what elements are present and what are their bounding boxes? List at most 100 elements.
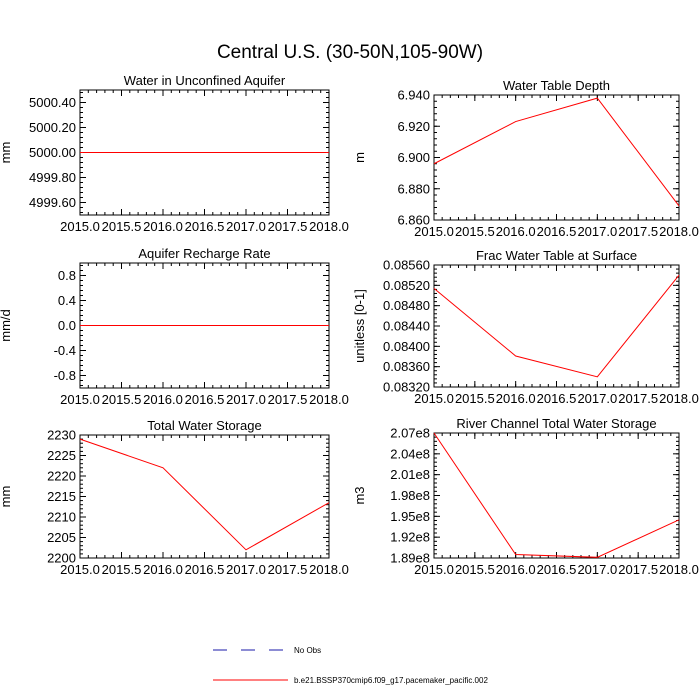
y-tick-label: 2200 [47, 551, 76, 566]
x-tick-label: 2017.5 [268, 392, 308, 407]
chart-panel-6: River Channel Total Water Storage m3 2015.… [352, 416, 699, 577]
chart-panel-4: Frac Water Table at Surface unitless [0-1… [352, 248, 699, 406]
panel-title: River Channel Total Water Storage [456, 416, 656, 431]
x-tick-label: 2015.5 [102, 392, 142, 407]
legend-label: b.e21.BSSP370cmip6.f09_g17.pacemaker_pac… [294, 676, 488, 685]
x-tick-label: 2017.5 [268, 562, 308, 577]
y-tick-label: 1.92e8 [390, 530, 430, 545]
x-tick-label: 2015.0 [60, 562, 100, 577]
y-tick-label: 2.01e8 [390, 467, 430, 482]
x-tick-label: 2016.5 [537, 391, 577, 406]
series-line [433, 432, 680, 558]
panel-title: Total Water Storage [147, 418, 261, 433]
y-tick-label: 6.920 [397, 119, 430, 134]
y-tick-label: 6.940 [397, 88, 430, 103]
x-tick-label: 2017.5 [618, 391, 658, 406]
x-tick-label: 2015.5 [455, 224, 495, 239]
panel-title: Frac Water Table at Surface [476, 248, 637, 263]
y-tick-label: 4999.60 [29, 195, 76, 210]
y-tick-label: 2230 [47, 428, 76, 443]
panel-title: Aquifer Recharge Rate [138, 246, 270, 261]
x-tick-label: 2016.5 [185, 392, 225, 407]
y-tick-label: -0.4 [54, 343, 76, 358]
y-tick-label: 5000.40 [29, 95, 76, 110]
chart-panel-2: Water Table Depth m 2015.0 2015.5 2016.0 2016… [352, 78, 699, 239]
y-tick-label: 2220 [47, 469, 76, 484]
legend: No Obs b.e21.BSSP370cmip6.f09_g17.pacemak… [213, 646, 488, 685]
x-tick-label: 2015.5 [102, 219, 142, 234]
x-tick-label: 2018.0 [309, 219, 349, 234]
y-tick-label: 1.89e8 [390, 551, 430, 566]
y-tick-label: 2225 [47, 448, 76, 463]
x-tick-label: 2015.5 [102, 562, 142, 577]
legend-label: No Obs [294, 646, 321, 655]
series-line [79, 438, 330, 551]
y-axis-label: mm [0, 486, 13, 508]
x-tick-label: 2016.0 [496, 224, 536, 239]
x-tick-label: 2016.0 [143, 562, 183, 577]
panel-title: Water Table Depth [503, 78, 610, 93]
x-tick-label: 2015.0 [414, 562, 454, 577]
x-tick-label: 2017.0 [577, 224, 617, 239]
x-tick-label: 2016.0 [143, 392, 183, 407]
x-tick-label: 2016.0 [143, 219, 183, 234]
y-tick-label: 0.08480 [383, 298, 430, 313]
x-tick-label: 2016.5 [185, 562, 225, 577]
y-tick-label: 2205 [47, 530, 76, 545]
y-tick-label: 0.08440 [383, 319, 430, 334]
x-tick-label: 2016.0 [496, 562, 536, 577]
y-tick-label: 2210 [47, 510, 76, 525]
x-tick-label: 2015.5 [455, 391, 495, 406]
x-tick-label: 2016.5 [537, 224, 577, 239]
x-tick-label: 2017.0 [226, 392, 266, 407]
y-axis-label: mm/d [0, 309, 13, 342]
y-tick-label: 5000.20 [29, 120, 76, 135]
y-axis-label: unitless [0-1] [352, 289, 367, 363]
y-tick-label: 0.8 [58, 268, 76, 283]
x-tick-label: 2017.5 [618, 224, 658, 239]
y-tick-label: 4999.80 [29, 170, 76, 185]
y-tick-label: 1.98e8 [390, 488, 430, 503]
y-tick-label: 2215 [47, 489, 76, 504]
y-tick-label: 0.08320 [383, 380, 430, 395]
chart-panel-1: Water in Unconfined Aquifer mm 2015.0 2015.… [0, 73, 349, 234]
y-axis-label: mm [0, 142, 13, 164]
y-axis-label: m [352, 152, 367, 163]
y-tick-label: 0.08360 [383, 359, 430, 374]
plot-frame [433, 432, 680, 559]
series-line [433, 97, 680, 207]
plot-frame [433, 264, 680, 388]
x-tick-label: 2018.0 [659, 562, 699, 577]
y-tick-label: 6.900 [397, 150, 430, 165]
panel-title: Water in Unconfined Aquifer [124, 73, 286, 88]
x-tick-label: 2017.5 [268, 219, 308, 234]
y-tick-label: 1.95e8 [390, 509, 430, 524]
y-tick-label: 0.4 [58, 293, 76, 308]
x-tick-label: 2018.0 [659, 391, 699, 406]
y-tick-label: 0.08520 [383, 278, 430, 293]
y-tick-label: 2.07e8 [390, 426, 430, 441]
series-line [433, 274, 680, 378]
x-tick-label: 2016.5 [537, 562, 577, 577]
x-tick-label: 2018.0 [309, 562, 349, 577]
x-tick-label: 2015.5 [455, 562, 495, 577]
y-tick-label: 6.860 [397, 213, 430, 228]
x-tick-label: 2018.0 [659, 224, 699, 239]
x-tick-label: 2016.5 [185, 219, 225, 234]
main-title: Central U.S. (30-50N,105-90W) [217, 42, 483, 63]
y-tick-label: 2.04e8 [390, 446, 430, 461]
x-tick-label: 2018.0 [309, 392, 349, 407]
y-tick-label: -0.8 [54, 368, 76, 383]
x-tick-label: 2015.0 [414, 224, 454, 239]
x-tick-label: 2015.0 [60, 392, 100, 407]
x-tick-label: 2017.0 [577, 391, 617, 406]
y-axis-label: m3 [352, 486, 367, 504]
plot-frame [79, 434, 330, 559]
x-tick-label: 2017.0 [577, 562, 617, 577]
x-tick-label: 2017.0 [226, 562, 266, 577]
y-tick-label: 0.08560 [383, 258, 430, 273]
y-tick-label: 6.880 [397, 181, 430, 196]
x-tick-label: 2015.0 [60, 219, 100, 234]
